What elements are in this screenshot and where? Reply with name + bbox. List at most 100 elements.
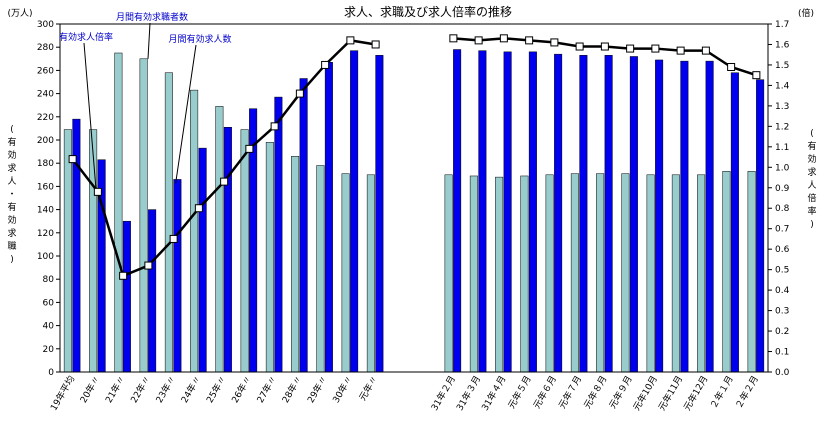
chart-title: 求人、求職及び求人倍率の推移: [344, 4, 512, 19]
ratio-point: [68, 155, 77, 164]
left-tick-label: 280: [37, 43, 54, 53]
job-seekers-bar: [240, 129, 249, 373]
job-seekers-bar: [722, 171, 731, 373]
annotation-leader: [175, 44, 197, 184]
right-tick-label: 0.1: [775, 348, 789, 358]
right-tick-label: 1.0: [775, 163, 790, 173]
right-tick-label: 1.3: [775, 102, 789, 112]
job-openings-bar: [579, 55, 588, 373]
left-axis-unit: (万人): [7, 8, 32, 19]
ratio-point: [600, 42, 609, 51]
job-openings-bar: [148, 209, 157, 373]
job-seekers-bar: [646, 174, 655, 373]
right-tick-label: 0.2: [775, 327, 789, 337]
annotation-leader: [83, 42, 97, 188]
job-seekers-bar: [520, 175, 529, 373]
job-openings-bar: [705, 60, 714, 373]
job-openings-bar: [198, 147, 207, 373]
annotation-label: 月間有効求職者数: [116, 11, 188, 23]
right-tick-label: 1.1: [775, 143, 789, 153]
left-tick-label: 120: [37, 229, 54, 239]
right-tick-label: 1.4: [775, 81, 790, 91]
right-tick-label: 1.2: [775, 122, 789, 132]
ratio-point: [371, 40, 380, 49]
ratio-point: [550, 38, 559, 47]
job-seekers-bar: [495, 176, 504, 373]
right-tick-label: 0.8: [775, 204, 790, 214]
job-openings-bar: [478, 50, 487, 373]
job-openings-bar: [680, 60, 689, 373]
ratio-point: [499, 34, 508, 43]
job-openings-bar: [629, 56, 638, 373]
ratio-point: [270, 122, 279, 131]
job-seekers-bar: [190, 89, 199, 373]
job-seekers-bar: [215, 106, 224, 373]
job-seekers-bar: [89, 129, 98, 373]
job-seekers-bar: [265, 142, 274, 373]
job-seekers-bar: [139, 58, 148, 373]
left-tick-label: 300: [37, 20, 54, 30]
job-openings-bar: [655, 59, 664, 373]
job-openings-bar: [756, 79, 765, 373]
job-seekers-bar: [114, 52, 123, 373]
job-openings-bar: [528, 51, 537, 373]
left-tick-label: 20: [43, 345, 55, 355]
ratio-point: [295, 89, 304, 98]
ratio-point: [119, 271, 128, 280]
left-tick-label: 220: [37, 113, 54, 123]
annotation-label: 月間有効求人数: [168, 33, 231, 45]
axes-layer: [56, 23, 772, 373]
left-tick-label: 160: [37, 182, 54, 192]
ratio-point: [676, 46, 685, 55]
right-tick-label: 0.0: [775, 368, 790, 378]
job-seekers-bar: [747, 171, 756, 373]
left-tick-label: 260: [37, 66, 54, 76]
job-seekers-bar: [164, 72, 173, 373]
ratio-point: [220, 177, 229, 186]
job-openings-bar: [274, 96, 283, 373]
right-tick-label: 0.6: [775, 245, 790, 255]
ratio-point: [346, 36, 355, 45]
ratio-point: [474, 36, 483, 45]
job-seekers-bar: [570, 173, 579, 373]
right-tick-label: 1.7: [775, 20, 789, 30]
job-openings-bar: [173, 179, 182, 373]
ratio-point: [525, 36, 534, 45]
job-seekers-bar: [316, 165, 325, 373]
job-seekers-bar: [341, 173, 350, 373]
left-tick-label: 100: [37, 252, 54, 262]
job-openings-bar: [122, 220, 131, 373]
left-tick-label: 240: [37, 90, 54, 100]
right-tick-label: 0.9: [775, 184, 790, 194]
ratio-point: [575, 42, 584, 51]
right-tick-label: 1.5: [775, 61, 789, 71]
job-seekers-bar: [596, 173, 605, 373]
ratio-point: [626, 44, 635, 53]
annotation-label: 有効求人倍率: [59, 31, 113, 43]
job-openings-bar: [503, 51, 512, 373]
left-tick-label: 40: [43, 322, 55, 332]
annotation-leader: [147, 22, 151, 59]
ratio-line-layer: [68, 34, 761, 280]
ratio-point: [144, 261, 153, 270]
left-tick-label: 140: [37, 206, 54, 216]
job-openings-bar: [604, 55, 613, 373]
ratio-point: [93, 187, 102, 196]
job-seekers-bar: [291, 155, 300, 373]
ratio-point: [245, 144, 254, 153]
ratio-point: [701, 46, 710, 55]
job-seekers-bar: [697, 174, 706, 373]
right-tick-label: 0.4: [775, 286, 790, 296]
job-seekers-bar: [444, 174, 453, 373]
job-openings-bar: [375, 55, 384, 373]
left-tick-label: 80: [43, 275, 55, 285]
right-tick-label: 0.3: [775, 307, 789, 317]
job-seekers-bar: [545, 174, 554, 373]
job-openings-bar: [730, 72, 739, 373]
job-openings-bar: [324, 62, 333, 373]
right-axis-label: (有効求人倍率): [807, 129, 816, 230]
job-openings-bar: [223, 126, 232, 373]
job-seekers-bar: [366, 174, 375, 373]
job-openings-bar: [299, 78, 308, 373]
